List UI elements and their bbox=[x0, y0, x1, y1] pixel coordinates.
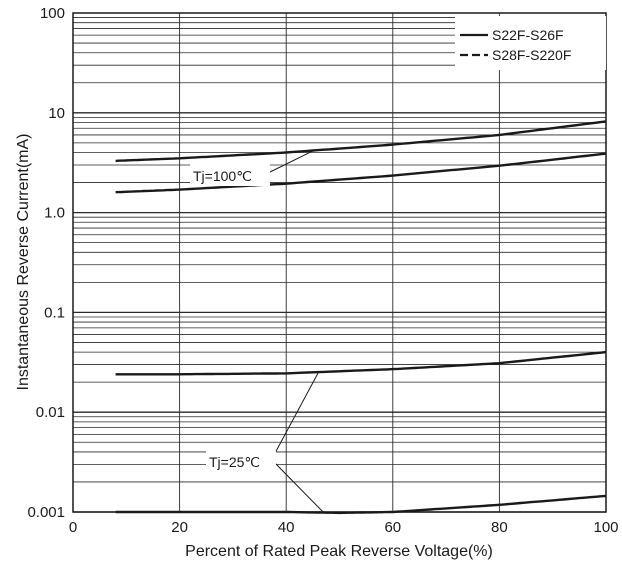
plot-frame bbox=[72, 12, 607, 513]
x-tick-label: 100 bbox=[593, 519, 618, 536]
y-tick-label: 0.1 bbox=[44, 304, 65, 321]
anno-100-bg bbox=[190, 164, 270, 186]
series-line-2 bbox=[115, 152, 607, 194]
legend: S22F-S26F S28F-S220F bbox=[455, 16, 606, 70]
annotation-tj100: Tj=100℃ bbox=[193, 168, 252, 184]
y-tick-label: 100 bbox=[40, 5, 65, 22]
y-tick-label: 10 bbox=[48, 105, 65, 122]
y-tick-labels: 0.001 0.01 0.1 1.0 10 100 bbox=[27, 5, 65, 521]
x-tick-labels: 0 20 40 60 80 100 bbox=[69, 519, 619, 536]
series-line-4 bbox=[115, 494, 607, 515]
annotation-leader bbox=[273, 461, 324, 513]
series-line-3 bbox=[115, 350, 607, 376]
legend-entry-2: S28F-S220F bbox=[492, 47, 571, 63]
anno-25-bg bbox=[206, 451, 276, 473]
annotation-leader bbox=[273, 372, 319, 456]
x-axis-label: Percent of Rated Peak Reverse Voltage(%) bbox=[185, 543, 493, 560]
x-tick-label: 20 bbox=[171, 519, 188, 536]
curves bbox=[115, 120, 607, 515]
annotation-tj25: Tj=25℃ bbox=[209, 454, 260, 470]
legend-box bbox=[455, 16, 606, 70]
annotation-leader bbox=[267, 150, 314, 174]
y-axis-label: Instantaneous Reverse Current(mA) bbox=[15, 134, 32, 391]
legend-entry-1: S22F-S26F bbox=[492, 27, 564, 43]
y-tick-label: 0.001 bbox=[27, 504, 65, 521]
x-tick-label: 80 bbox=[491, 519, 508, 536]
x-tick-label: 0 bbox=[69, 519, 77, 536]
series-line-1 bbox=[115, 120, 607, 163]
annotation-leaders bbox=[267, 150, 324, 513]
grid bbox=[72, 13, 607, 513]
y-tick-label: 0.01 bbox=[36, 404, 65, 421]
x-tick-label: 40 bbox=[278, 519, 295, 536]
x-tick-label: 60 bbox=[384, 519, 401, 536]
y-tick-label: 1.0 bbox=[44, 205, 65, 222]
